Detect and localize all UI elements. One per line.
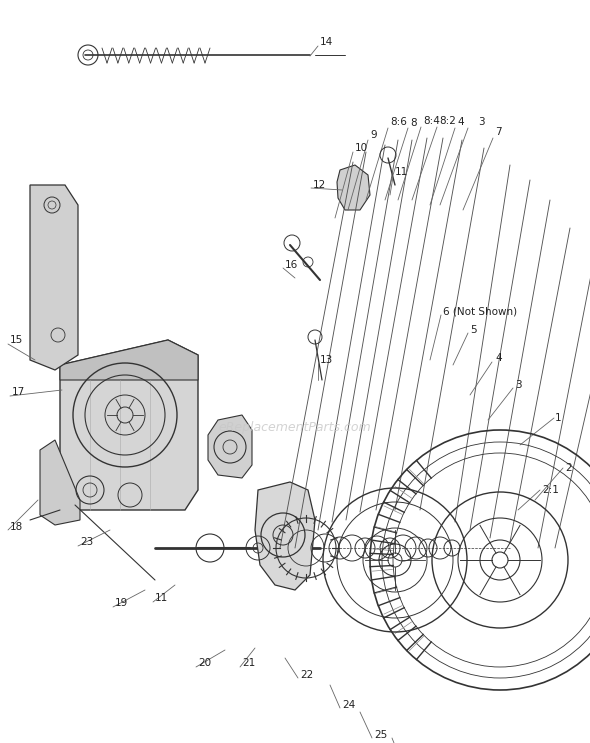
Text: 18: 18 — [10, 522, 23, 532]
Text: 8:6: 8:6 — [390, 117, 407, 127]
Text: 8: 8 — [410, 118, 417, 128]
Polygon shape — [337, 165, 370, 210]
Text: 12: 12 — [313, 180, 326, 190]
Text: 7: 7 — [495, 127, 502, 137]
Polygon shape — [60, 340, 198, 380]
Text: 11: 11 — [155, 593, 168, 603]
Text: 20: 20 — [198, 658, 211, 668]
Polygon shape — [255, 482, 315, 590]
Text: 4: 4 — [495, 353, 502, 363]
Text: 17: 17 — [12, 387, 25, 397]
Text: 3: 3 — [478, 117, 484, 127]
Text: 21: 21 — [242, 658, 255, 668]
Text: 2:1: 2:1 — [542, 485, 559, 495]
Text: 23: 23 — [80, 537, 93, 547]
Polygon shape — [40, 440, 80, 525]
Text: 3: 3 — [515, 380, 522, 390]
Text: 15: 15 — [10, 335, 23, 345]
Text: 5: 5 — [470, 325, 477, 335]
Text: 11: 11 — [395, 167, 408, 177]
Text: 10: 10 — [355, 143, 368, 153]
Polygon shape — [30, 185, 78, 370]
Text: 24: 24 — [342, 700, 355, 710]
Text: 19: 19 — [115, 598, 128, 608]
Text: 8:4: 8:4 — [423, 116, 440, 126]
Text: 9: 9 — [370, 130, 376, 140]
Text: eReplacementParts.com: eReplacementParts.com — [219, 421, 371, 434]
Text: 13: 13 — [320, 355, 333, 365]
Text: 22: 22 — [300, 670, 313, 680]
Polygon shape — [208, 415, 252, 478]
Text: 16: 16 — [285, 260, 299, 270]
Text: 6 (Not Shown): 6 (Not Shown) — [443, 307, 517, 317]
Polygon shape — [60, 340, 198, 510]
Text: 2: 2 — [565, 463, 572, 473]
Text: 14: 14 — [320, 37, 333, 47]
Text: 4: 4 — [457, 117, 464, 127]
Text: 25: 25 — [374, 730, 387, 740]
Text: 8:2: 8:2 — [439, 116, 456, 126]
Text: 1: 1 — [555, 413, 562, 423]
